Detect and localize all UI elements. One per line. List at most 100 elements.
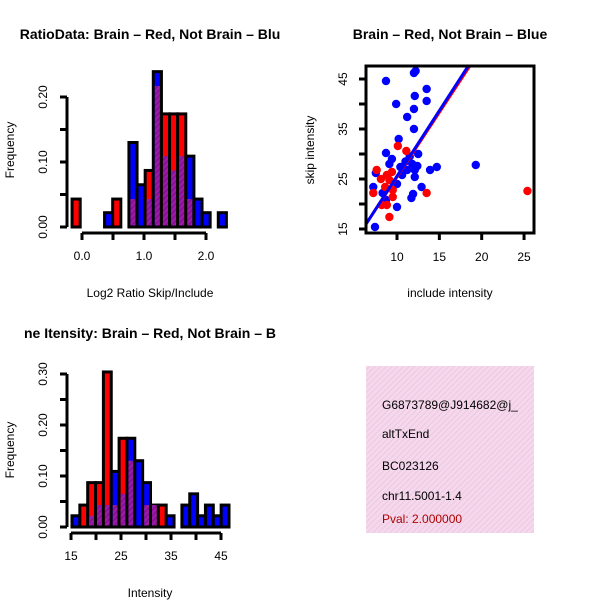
- scatter-point-not-brain: [394, 134, 403, 144]
- scatter-point-not-brain: [417, 182, 426, 192]
- ratio-histogram-bar-not-brain: [184, 154, 196, 229]
- scatter-y-tick-label: 25: [336, 172, 350, 186]
- ratio-histogram-bar-overlap: [146, 199, 152, 226]
- intensity-histogram-xlabel: Intensity: [128, 586, 173, 600]
- intensity-histogram-bar-overlap: [120, 493, 126, 526]
- scatter-y-tick-label: 45: [336, 72, 350, 86]
- ratio-histogram-bar-overlap: [187, 199, 193, 226]
- scatter-point-not-brain: [391, 99, 401, 109]
- intensity-histogram-bar-overlap: [89, 515, 95, 526]
- ratio-histogram-bar-brain: [111, 197, 123, 229]
- scatter-x-tick-label: 15: [433, 250, 447, 264]
- info-panel: G6873789@J914682@j_ altTxEnd BC023126 ch…: [366, 366, 534, 533]
- scatter-marks: [366, 66, 532, 232]
- intensity-histogram-bar-not-brain: [219, 503, 231, 529]
- intensity-histogram-y-tick-label: 0.20: [36, 413, 50, 437]
- scatter-point-not-brain: [370, 222, 380, 232]
- scatter-x-tick-label: 10: [390, 250, 404, 264]
- scatter-point-not-brain: [407, 193, 416, 203]
- intensity-histogram-bar-overlap: [104, 505, 110, 526]
- info-accession: BC023126: [382, 459, 439, 473]
- info-event-type: altTxEnd: [382, 427, 429, 441]
- scatter-point-brain: [385, 212, 394, 222]
- ratio-histogram-title: RatioData: Brain – Red, Not Brain – Blu: [20, 26, 281, 42]
- scatter-y-tick-label: 15: [336, 222, 350, 236]
- intensity-histogram-ylabel: Frequency: [3, 422, 17, 479]
- ratio-histogram-ylabel: Frequency: [3, 122, 17, 179]
- info-locus: chr11.5001-1.4: [382, 489, 462, 503]
- intensity-histogram-title: ne Itensity: Brain – Red, Not Brain – B: [24, 325, 276, 341]
- scatter-xlabel: include intensity: [407, 286, 492, 300]
- intensity-histogram-y-tick-label: 0.30: [36, 362, 50, 386]
- scatter-point-not-brain: [381, 148, 391, 158]
- intensity-histogram-bar-overlap: [144, 505, 149, 526]
- scatter-point-brain: [393, 141, 403, 151]
- scatter-point-brain: [388, 192, 397, 202]
- scatter-point-brain: [372, 165, 381, 175]
- scatter-point-not-brain: [381, 76, 391, 86]
- ratio-histogram-y-tick-label: 0.10: [36, 150, 50, 174]
- scatter-point-brain: [382, 200, 392, 210]
- intensity-histogram-x-tick-label: 35: [164, 549, 178, 563]
- intensity-histogram-bar-overlap: [97, 505, 102, 526]
- fit-line-not-brain: [366, 66, 471, 226]
- scatter-point-not-brain: [413, 161, 422, 171]
- ratio-histogram-y-tick-label: 0.00: [36, 215, 50, 239]
- intensity-histogram-bar-overlap: [112, 505, 118, 526]
- scatter-point-not-brain: [413, 149, 423, 159]
- ratio-histogram-x-tick-label: 1.0: [136, 249, 153, 263]
- ratio-histogram: 0.0 1.0 2.0 0.00 0.10 0.20: [36, 70, 228, 263]
- info-gene-id: G6873789@J914682@j_: [382, 398, 518, 412]
- ratio-histogram-bar-not-brain: [200, 211, 212, 229]
- ratio-histogram-x-tick-label: 0.0: [74, 249, 91, 263]
- scatter-point-not-brain: [409, 124, 419, 134]
- intensity-histogram-y-tick-label: 0.00: [36, 515, 50, 539]
- scatter-point-not-brain: [392, 202, 402, 212]
- ratio-histogram-bar-overlap: [130, 199, 136, 226]
- scatter-x-tick-label: 20: [475, 250, 489, 264]
- intensity-histogram-y-tick-label: 0.10: [36, 464, 50, 488]
- ratio-histogram-bar-overlap: [179, 156, 185, 226]
- scatter-point-brain: [376, 174, 386, 184]
- ratio-histogram-bar-overlap: [154, 85, 160, 226]
- scatter-point-brain: [422, 188, 431, 198]
- scatter-ylabel: skip intensity: [303, 116, 317, 185]
- ratio-histogram-y-tick-label: 0.20: [36, 85, 50, 109]
- ratio-histogram-x-tick-label: 2.0: [198, 249, 215, 263]
- scatter-point-not-brain: [410, 172, 419, 182]
- scatter-point-not-brain: [411, 66, 420, 76]
- scatter-y-tick-label: 35: [336, 122, 350, 136]
- scatter-point-not-brain: [387, 154, 397, 164]
- scatter-x-tick-label: 25: [517, 250, 531, 264]
- scatter-point-brain: [387, 167, 397, 177]
- scatter-point-brain: [402, 146, 411, 156]
- ratio-histogram-bar-overlap: [171, 170, 177, 226]
- ratio-histogram-bar-brain: [70, 197, 82, 229]
- intensity-histogram-x-tick-label: 25: [114, 549, 128, 563]
- info-panel-background: [366, 366, 534, 533]
- intensity-histogram: 15 25 35 45 0.00 0.10 0.20 0.30: [36, 362, 231, 563]
- ratio-histogram-bar-not-brain: [216, 211, 228, 229]
- scatter-point-not-brain: [422, 96, 431, 106]
- scatter-point-not-brain: [410, 91, 419, 101]
- scatter-point-not-brain: [425, 165, 435, 175]
- intensity-histogram-bar-overlap: [128, 460, 134, 526]
- scatter-point-brain: [523, 186, 532, 196]
- intensity-histogram-bar-brain: [101, 370, 113, 529]
- scatter-point-not-brain: [471, 160, 480, 170]
- ratio-histogram-bar-overlap: [162, 156, 169, 226]
- scatter-point-not-brain: [432, 162, 442, 172]
- ratio-histogram-xlabel: Log2 Ratio Skip/Include: [87, 286, 214, 300]
- intensity-histogram-bar-not-brain: [188, 492, 200, 529]
- scatter-point-brain: [369, 188, 378, 198]
- intensity-histogram-bar-overlap: [152, 505, 157, 526]
- scatter-title: Brain – Red, Not Brain – Blue: [353, 26, 548, 42]
- scatter-point-not-brain: [369, 182, 378, 192]
- scatter-plot-box: [364, 64, 536, 235]
- intensity-histogram-x-tick-label: 15: [64, 549, 78, 563]
- scatter-plot: 10 15 20 25 15 25 35 45: [336, 64, 536, 264]
- info-pval: Pval: 2.000000: [382, 512, 462, 526]
- intensity-histogram-x-tick-label: 45: [214, 549, 228, 563]
